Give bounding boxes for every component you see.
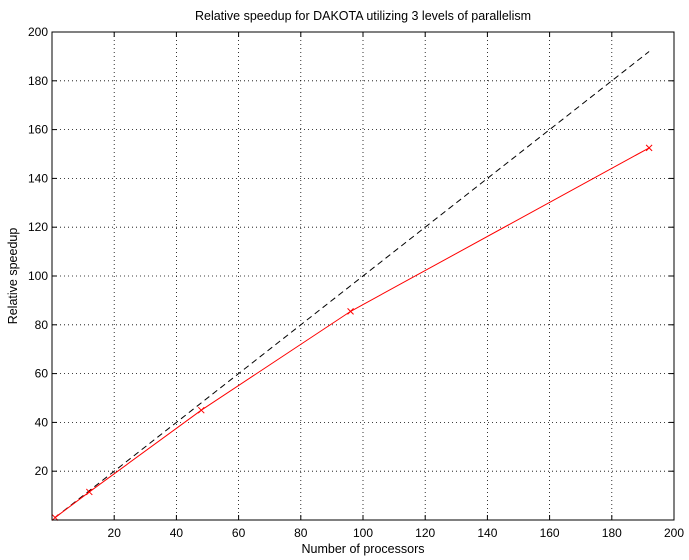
x-tick-label: 20 [108,526,122,540]
y-tick-label: 140 [28,171,48,185]
x-tick-label: 80 [294,526,308,540]
series-1-point [85,488,93,496]
x-tick-label: 140 [477,526,497,540]
series-1-point [347,308,354,315]
series-1-point [645,144,653,152]
chart-title: Relative speedup for DAKOTA utilizing 3 … [195,9,531,23]
x-tick-label: 160 [540,526,560,540]
y-axis-label: Relative speedup [6,228,20,325]
x-tick-label: 100 [353,526,373,540]
series-0-line [54,51,650,518]
x-tick-label: 200 [664,526,684,540]
y-tick-label: 180 [28,74,48,88]
y-tick-label: 100 [28,269,48,283]
series-group [51,51,653,521]
y-tick-label: 200 [28,25,48,39]
y-tick-label: 60 [35,367,49,381]
x-tick-label: 60 [232,526,246,540]
y-tick-label: 20 [35,464,49,478]
x-tick-label: 180 [602,526,622,540]
ticks: 20 40 60 80 100 120 140 160 180 200 20 40 60 80 100 120… [28,25,684,540]
y-tick-label: 160 [28,123,48,137]
x-tick-label: 40 [170,526,184,540]
y-tick-label: 40 [35,415,49,429]
x-axis-label: Number of processors [302,542,425,556]
x-tick-label: 120 [415,526,435,540]
y-tick-label: 120 [28,220,48,234]
series-1-point [197,406,205,414]
y-tick-label: 80 [35,318,49,332]
